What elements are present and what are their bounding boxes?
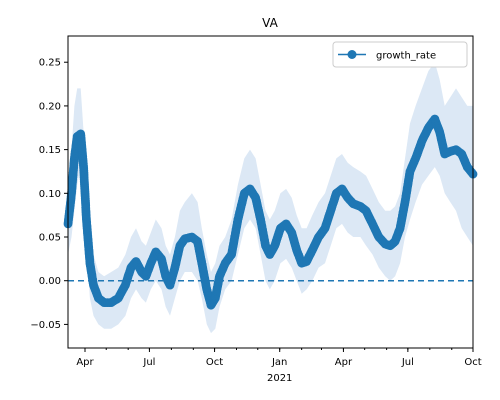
y-axis: −0.05 0.00 0.05 0.10 0.15 0.20 0.25 (30, 58, 68, 331)
legend-box (332, 41, 468, 68)
x-tick-label: Jan (271, 357, 287, 368)
plot-frame (67, 35, 474, 349)
series-growth-rate (63, 114, 478, 310)
legend-label-growth-rate: growth_rate (376, 51, 436, 62)
x-tick-label: Apr (335, 357, 353, 368)
chart-title: VA (262, 16, 278, 30)
y-tick-label: 0.15 (39, 145, 61, 156)
confidence-band (68, 62, 473, 334)
x-year-label: 2021 (267, 373, 292, 384)
x-tick-label: Jul (142, 357, 155, 368)
x-tick-label: Apr (76, 357, 94, 368)
x-tick-label: Oct (206, 357, 223, 368)
y-tick-label: 0.25 (39, 58, 61, 69)
x-tick-label: Jul (401, 357, 414, 368)
y-tick-label: 0.20 (39, 101, 61, 112)
confidence-band-area (68, 62, 473, 334)
legend: growth_rate (332, 41, 468, 68)
y-tick-label: 0.00 (39, 276, 61, 287)
legend-marker (347, 50, 357, 59)
y-tick-label: 0.05 (39, 233, 61, 244)
x-tick-label: Oct (464, 357, 481, 368)
y-tick-label: 0.10 (39, 189, 61, 200)
y-tick-label: −0.05 (30, 320, 61, 331)
